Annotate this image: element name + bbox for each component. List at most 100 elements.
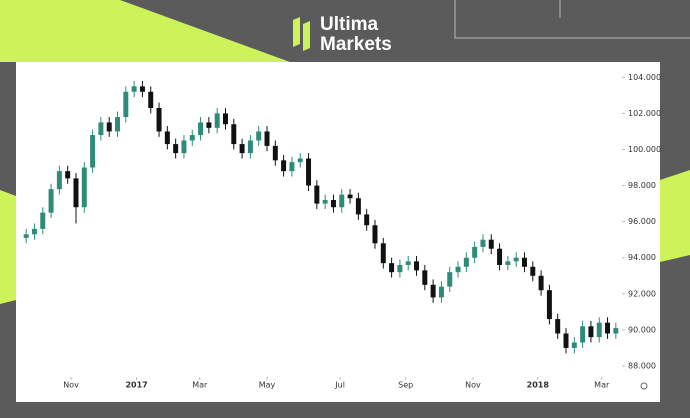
y-tick-label: 102.000: [628, 109, 661, 118]
accent-band: [660, 170, 690, 262]
x-tick-label: 2018: [527, 381, 550, 390]
x-tick-label: Mar: [192, 381, 208, 390]
candle-body: [239, 144, 245, 154]
decor-line: [454, 0, 690, 39]
candle-body: [98, 122, 104, 136]
candle-body: [530, 266, 536, 276]
candle-body: [555, 319, 561, 334]
x-tick-label: Mar: [594, 381, 610, 390]
candle-body: [115, 117, 121, 132]
candle-body: [106, 122, 112, 132]
candle-body: [505, 261, 511, 265]
candle-body: [613, 328, 619, 334]
candle-body: [256, 131, 262, 141]
candle-body: [596, 322, 602, 338]
candle-body: [281, 160, 287, 172]
candle-body: [380, 243, 386, 264]
accent-band: [0, 0, 290, 62]
candle-body: [563, 333, 569, 348]
y-tick-label: 94.000: [628, 253, 656, 262]
logo-mark: [303, 21, 310, 51]
candle-body: [571, 342, 577, 348]
candle-body: [56, 171, 62, 190]
x-tick-label: Nov: [465, 381, 481, 390]
settings-icon[interactable]: [640, 382, 648, 390]
candle-body: [546, 290, 552, 320]
candle-body: [422, 270, 428, 285]
candle-body: [148, 91, 154, 109]
candle-body: [131, 86, 137, 92]
brand-line: Ultima: [320, 14, 379, 35]
candle-body: [198, 122, 204, 136]
y-tick-label: 90.000: [628, 325, 656, 334]
chart-panel: [16, 62, 660, 402]
candle-body: [189, 135, 195, 141]
candle-body: [164, 131, 170, 145]
candle-body: [322, 200, 328, 204]
candle-body: [247, 140, 253, 154]
logo-mark: [293, 17, 300, 47]
candle-body: [123, 91, 129, 118]
candle-body: [455, 266, 461, 273]
candle-body: [497, 248, 503, 265]
candle-body: [231, 124, 237, 145]
candle-body: [48, 189, 54, 213]
candle-body: [23, 234, 29, 238]
candle-body: [414, 261, 420, 271]
candle-body: [605, 322, 611, 334]
y-tick-label: 104.000: [628, 73, 661, 82]
candle-body: [538, 275, 544, 291]
candle-body: [206, 122, 212, 128]
candle-body: [272, 145, 278, 161]
candle-body: [430, 284, 436, 298]
candle-body: [222, 113, 228, 125]
candle-body: [40, 212, 46, 229]
y-tick-label: 100.000: [628, 145, 661, 154]
y-tick-label: 92.000: [628, 289, 656, 298]
candle-body: [397, 264, 403, 273]
candle-body: [156, 108, 162, 132]
accent-band: [0, 190, 16, 304]
candle-body: [405, 261, 411, 265]
candle-body: [438, 286, 444, 298]
candle-body: [214, 113, 220, 128]
candle-body: [447, 272, 453, 287]
candle-body: [580, 326, 586, 343]
candle-body: [488, 239, 494, 249]
candle-body: [588, 326, 594, 338]
x-tick-label: May: [259, 381, 276, 390]
logo: Ultima Markets: [293, 14, 392, 55]
candle-body: [73, 178, 79, 208]
candle-body: [306, 158, 312, 186]
candle-body: [480, 239, 486, 247]
candle-body: [314, 185, 320, 204]
candle-body: [330, 200, 336, 208]
x-tick-label: 2017: [125, 381, 147, 390]
candle-body: [90, 135, 96, 168]
candle-body: [463, 257, 469, 267]
brand-line: Markets: [320, 34, 392, 55]
candle-body: [173, 144, 179, 154]
x-tick-label: Jul: [334, 381, 345, 390]
y-tick-label: 98.000: [628, 181, 656, 190]
candle-body: [289, 162, 295, 172]
candle-body: [181, 140, 187, 154]
candle-body: [513, 257, 519, 262]
candle-body: [347, 194, 353, 199]
candle-body: [297, 158, 303, 163]
candle-body: [389, 263, 395, 273]
candle-body: [264, 131, 270, 146]
x-tick-label: Sep: [398, 381, 413, 390]
candle-body: [472, 246, 478, 258]
candle-body: [364, 214, 370, 226]
candle-body: [81, 167, 87, 208]
candle-body: [65, 171, 71, 179]
candle-body: [372, 225, 378, 244]
y-tick-label: 88.000: [628, 361, 656, 370]
candle-body: [521, 257, 527, 267]
candle-body: [339, 194, 345, 208]
candle-body: [139, 86, 145, 92]
x-tick-label: Nov: [63, 381, 79, 390]
